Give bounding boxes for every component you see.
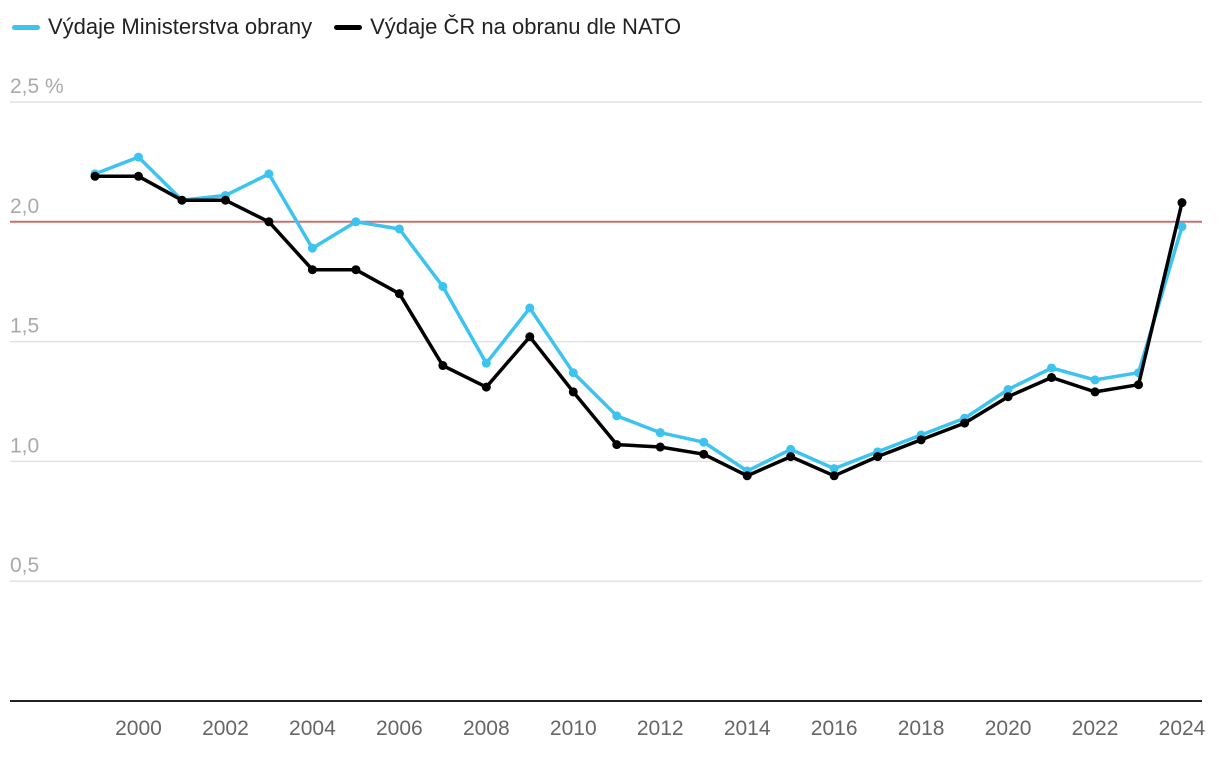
series-1-point-2007 [438,361,448,371]
legend-item-mo[interactable]: Výdaje Ministerstva obrany [12,14,312,40]
series-line-1 [93,174,1184,478]
y-tick-label-0: 0,5 [10,554,39,577]
x-axis-labels: 2000 2002 2004 2006 2008 2010 2012 2014 2016 2018… [115,717,1206,740]
series-0-point-2006 [394,224,404,234]
series-1-point-2011 [612,440,622,450]
series-0-point-2005 [351,217,361,227]
series-1-point-2002 [220,195,230,205]
x-tick-label-6: 2012 [637,717,684,740]
x-tick-label-7: 2014 [724,717,771,740]
series-0-point-2011 [612,411,622,421]
series-group [90,152,1187,481]
series-1-point-2006 [394,289,404,299]
legend-label-nato: Výdaje ČR na obranu dle NATO [370,14,682,39]
x-tick-label-5: 2010 [550,717,597,740]
series-0-point-2008 [481,358,491,368]
series-1-point-2008 [481,382,491,392]
y-tick-label-2: 1,5 [10,315,39,338]
series-0-point-2009 [525,303,535,313]
x-tick-label-1: 2002 [202,717,249,740]
series-1-point-1999 [90,171,100,181]
series-1-point-2005 [351,265,361,275]
x-tick-label-8: 2016 [811,717,858,740]
series-1-point-2017 [873,452,883,462]
series-0-point-2024 [1177,222,1187,232]
series-1-point-2021 [1047,373,1057,383]
legend-item-nato[interactable]: Výdaje ČR na obranu dle NATO [334,14,681,40]
legend-label-mo: Výdaje Ministerstva obrany [48,14,313,39]
x-tick-label-10: 2020 [985,717,1032,740]
x-tick-label-4: 2008 [463,717,510,740]
series-1-point-2014 [742,471,752,481]
grid-lines [10,101,1202,582]
series-1-point-2009 [525,332,535,342]
series-1-point-2003 [264,217,274,227]
series-0-point-2004 [307,243,317,253]
series-1-point-2004 [307,265,317,275]
y-tick-label-1: 1,0 [10,434,39,457]
series-line-0 [93,155,1184,473]
series-1-point-2013 [699,449,709,459]
legend-swatch-nato [334,24,363,30]
y-axis-labels: 0,5 1,0 1,5 2,0 2,5 % [10,75,64,577]
series-1-point-2010 [568,387,578,397]
series-1-point-2015 [786,452,796,462]
series-0-point-2012 [655,428,665,438]
x-tick-label-12: 2024 [1159,717,1206,740]
x-tick-label-3: 2006 [376,717,423,740]
y-tick-label-4: 2,5 % [10,75,64,98]
series-1-point-2022 [1090,387,1100,397]
series-1-point-2000 [133,171,143,181]
series-0-point-2007 [438,281,448,291]
series-1-point-2012 [655,442,665,452]
series-1-point-2024 [1177,198,1187,208]
x-tick-label-9: 2018 [898,717,945,740]
series-0-point-2021 [1047,363,1057,373]
series-1-point-2001 [177,195,187,205]
series-0-point-2013 [699,437,709,447]
series-0-point-2016 [829,464,839,474]
series-1-point-2016 [829,471,839,481]
x-tick-label-0: 2000 [115,717,162,740]
series-0-point-2000 [133,152,143,162]
series-1-point-2020 [1003,392,1013,402]
series-0-point-2003 [264,169,274,179]
series-0-point-2022 [1090,375,1100,385]
series-1-point-2023 [1134,380,1144,390]
legend: Výdaje Ministerstva obrany Výdaje ČR na … [12,14,703,40]
series-0-point-2015 [786,444,796,454]
x-tick-label-2: 2004 [289,717,336,740]
series-0-point-2010 [568,368,578,378]
series-0-point-2020 [1003,385,1013,395]
x-tick-label-11: 2022 [1072,717,1119,740]
series-1-point-2019 [960,418,970,428]
series-1-point-2018 [916,435,926,445]
legend-swatch-mo [12,24,40,30]
y-tick-label-3: 2,0 [10,195,39,218]
